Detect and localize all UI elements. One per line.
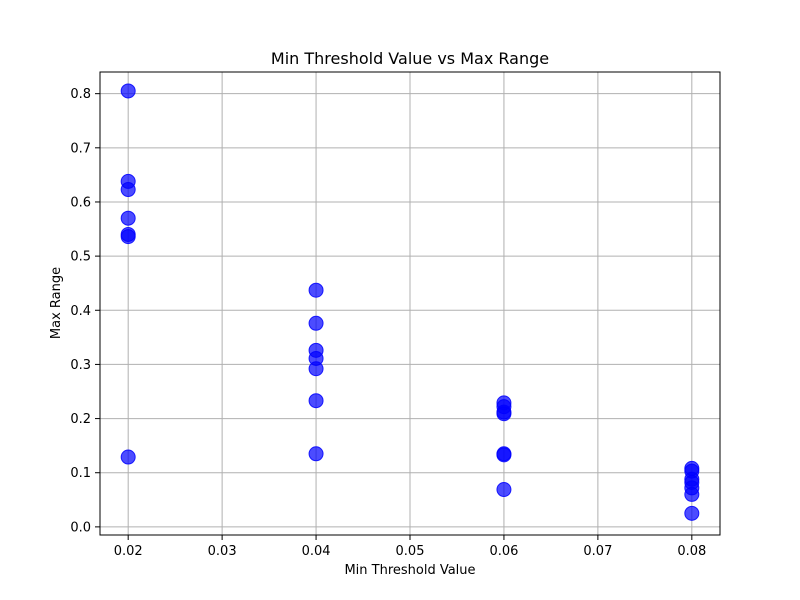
scatter-point (308, 361, 324, 377)
x-tick-label: 0.06 (489, 544, 518, 559)
scatter-point (120, 229, 136, 245)
y-tick-label: 0.5 (70, 250, 91, 265)
y-tick-label: 0.3 (70, 358, 91, 373)
x-axis-label: Min Threshold Value (344, 563, 475, 578)
x-axis-ticks: 0.02 0.03 0.04 0.05 0.06 0.07 0.08 (114, 535, 706, 559)
y-tick-label: 0.7 (70, 141, 91, 156)
scatter-point (496, 447, 512, 463)
scatter-point (684, 505, 700, 521)
x-tick-label: 0.08 (677, 544, 706, 559)
scatter-point (308, 393, 324, 409)
x-tick-label: 0.02 (114, 544, 143, 559)
y-tick-label: 0.2 (70, 412, 91, 427)
y-tick-label: 0.8 (70, 87, 91, 102)
y-tick-label: 0.4 (70, 304, 91, 319)
scatter-point (120, 83, 136, 99)
scatter-point (120, 449, 136, 465)
chart-title: Min Threshold Value vs Max Range (271, 49, 549, 68)
grid (100, 72, 720, 535)
x-tick-label: 0.03 (208, 544, 237, 559)
scatter-point (496, 482, 512, 498)
scatter-point (120, 210, 136, 226)
x-tick-label: 0.05 (396, 544, 425, 559)
scatter-point (120, 182, 136, 198)
x-tick-label: 0.04 (302, 544, 331, 559)
y-tick-label: 0.1 (70, 466, 91, 481)
scatter-point (308, 446, 324, 462)
scatter-point (308, 315, 324, 331)
scatter-point (308, 282, 324, 298)
y-tick-label: 0.6 (70, 195, 91, 210)
x-tick-label: 0.07 (583, 544, 612, 559)
y-tick-label: 0.0 (70, 520, 91, 535)
y-axis-ticks: 0.0 0.1 0.2 0.3 0.4 0.5 0.6 0.7 0.8 (70, 87, 100, 535)
scatter-point (684, 486, 700, 502)
scatter-point (496, 406, 512, 422)
data-points (120, 83, 700, 521)
y-axis-label: Max Range (49, 267, 64, 339)
